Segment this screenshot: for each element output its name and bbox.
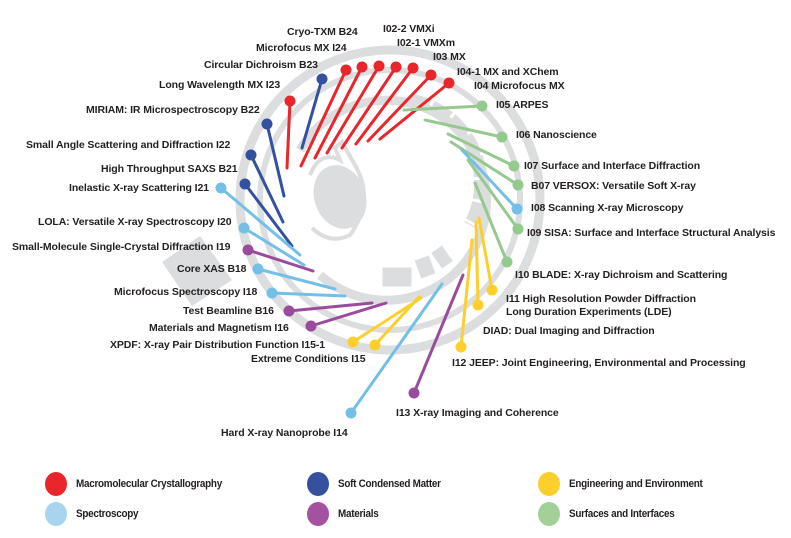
beamline-label: High Throughput SAXS B21	[101, 163, 238, 175]
beamline-label: I08 Scanning X-ray Microscopy	[531, 202, 684, 214]
beamline-label: Microfocus Spectroscopy I18	[114, 286, 258, 298]
legend-swatch	[45, 472, 67, 496]
legend-label: Soft Condensed Matter	[338, 478, 441, 490]
legend-item-spectroscopy: Spectroscopy	[45, 502, 145, 526]
beamline-label: I09 SISA: Surface and Interface Structur…	[527, 227, 776, 239]
beamline-label: I02-2 VMXi	[383, 23, 435, 35]
beamline-label: I03 MX	[433, 51, 466, 63]
beamline-label: I12 JEEP: Joint Engineering, Environment…	[452, 357, 746, 369]
beamline-label: Long Wavelength MX I23	[159, 79, 281, 91]
beamline-label: I02-1 VMXm	[397, 37, 455, 49]
beamline-label: B07 VERSOX: Versatile Soft X-ray	[531, 180, 696, 192]
beamline-label: I06 Nanoscience	[516, 129, 597, 141]
legend: Macromolecular Crystallography Soft Cond…	[0, 460, 791, 538]
legend-label: Materials	[338, 508, 379, 520]
beamline-label: Materials and Magnetism I16	[149, 322, 289, 334]
legend-swatch	[45, 502, 67, 526]
beamline-label: Inelastic X-ray Scattering I21	[69, 182, 209, 194]
legend-label: Spectroscopy	[76, 508, 139, 520]
beamline-label: I11 High Resolution Powder Diffraction	[506, 293, 696, 305]
beamline-label: Circular Dichroism B23	[204, 59, 318, 71]
booster-ring	[308, 138, 453, 287]
legend-label: Surfaces and Interfaces	[569, 508, 675, 520]
beamline-label: I05 ARPES	[496, 99, 549, 111]
beamline-label: I07 Surface and Interface Diffraction	[524, 160, 701, 172]
beamline-label: I13 X-ray Imaging and Coherence	[396, 407, 559, 419]
building-block	[162, 236, 232, 306]
beamline-label: Extreme Conditions I15	[251, 353, 366, 365]
beamline-label: Microfocus MX I24	[256, 42, 347, 54]
legend-swatch	[307, 502, 329, 526]
legend-item-engineering: Engineering and Environment	[538, 472, 717, 496]
synchrotron-beamline-diagram	[162, 45, 545, 419]
beamline-label: Small Angle Scattering and Diffraction I…	[26, 139, 231, 151]
beamline-label: I04-1 MX and XChem	[457, 66, 559, 78]
beamline-label: Cryo-TXM B24	[287, 26, 358, 38]
beamline-label: XPDF: X-ray Pair Distribution Function I…	[110, 339, 325, 351]
beamline-lines	[219, 64, 520, 415]
beamline-label: I04 Microfocus MX	[474, 80, 565, 92]
beamline-dots	[215, 60, 524, 419]
beamline-label: Long Duration Experiments (LDE)	[506, 306, 672, 318]
beamline-label: LOLA: Versatile X-ray Spectroscopy I20	[38, 216, 232, 228]
beamline-label: DIAD: Dual Imaging and Diffraction	[483, 325, 655, 337]
legend-item-surfaces: Surfaces and Interfaces	[538, 502, 686, 526]
beamline-label: MIRIAM: IR Microspectroscopy B22	[86, 104, 260, 116]
beamline-label: Test Beamline B16	[183, 305, 274, 317]
beamline-label: Small-Molecule Single-Crystal Diffractio…	[12, 241, 231, 253]
legend-label: Engineering and Environment	[569, 478, 703, 490]
legend-item-macromolecular: Macromolecular Crystallography	[45, 472, 238, 496]
legend-label: Macromolecular Crystallography	[76, 478, 222, 490]
beamline-label: I10 BLADE: X-ray Dichroism and Scatterin…	[515, 269, 728, 281]
legend-swatch	[538, 502, 560, 526]
legend-swatch	[538, 472, 560, 496]
legend-swatch	[307, 472, 329, 496]
storage-ring	[235, 45, 545, 355]
beamline-label: Core XAS B18	[177, 263, 247, 275]
beamline-label: Hard X-ray Nanoprobe I14	[221, 427, 348, 439]
legend-item-soft-condensed: Soft Condensed Matter	[307, 472, 452, 496]
legend-item-materials: Materials	[307, 502, 383, 526]
